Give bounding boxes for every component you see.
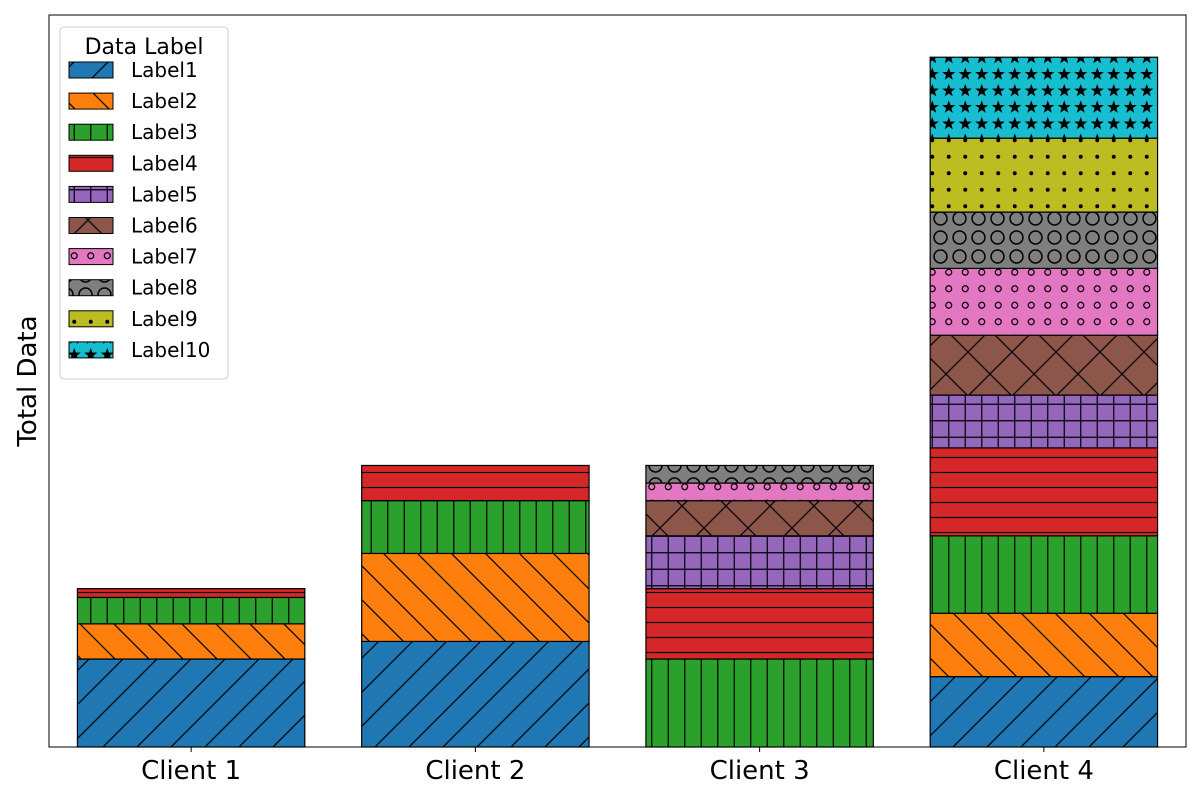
legend-label: Label7 (131, 245, 198, 269)
y-axis-label: Total Data (13, 315, 43, 447)
legend: Data Label Label1Label2Label3Label4Label… (59, 26, 229, 380)
x-tick-label: Client 4 (994, 756, 1094, 786)
bar-segment-label5-client-3 (645, 535, 874, 590)
legend-swatch-label3 (68, 123, 114, 141)
legend-swatch-label10 (68, 341, 114, 359)
x-tick-label: Client 3 (710, 756, 810, 786)
legend-label: Label8 (131, 276, 198, 300)
bar-segment-label6-client-3 (645, 500, 874, 537)
legend-swatch-label2 (68, 92, 114, 110)
bars-layer (76, 56, 1159, 748)
bar-segment-label6-client-4 (929, 334, 1159, 396)
legend-title: Data Label (85, 35, 204, 60)
bar-segment-label9-client-4 (929, 137, 1159, 213)
legend-swatch-label5 (68, 185, 114, 203)
legend-swatch-label1 (68, 61, 114, 79)
legend-label: Label9 (131, 307, 198, 331)
legend-swatch-label4 (68, 154, 114, 172)
x-tick-label: Client 1 (141, 756, 241, 786)
bar-segment-label7-client-4 (929, 267, 1159, 336)
legend-swatch-label7 (68, 248, 114, 266)
x-axis-ticks: Client 1 Client 2 Client 3 Client 4 (141, 747, 1094, 786)
legend-label: Label6 (131, 214, 198, 238)
bar-segment-label1-client-1 (76, 658, 306, 748)
x-tick-label: Client 2 (425, 756, 525, 786)
bar-segment-label7-client-3 (645, 482, 874, 502)
legend-label: Label2 (131, 89, 198, 113)
legend-label: Label4 (131, 151, 198, 175)
bar-segment-label10-client-4 (929, 56, 1159, 139)
legend-items: Label1 Label2 Label3 Label4 Label5 Label6 Labe… (68, 58, 210, 362)
bar-segment-label3-client-3 (645, 658, 874, 748)
bar-segment-label1-client-2 (361, 640, 590, 748)
legend-swatch-label8 (68, 279, 114, 297)
bar-segment-label1-client-4 (929, 676, 1159, 748)
bar-segment-label4-client-4 (929, 447, 1159, 537)
bar-segment-label4-client-3 (645, 588, 874, 660)
bar-segment-label3-client-4 (929, 535, 1159, 614)
legend-swatch-label9 (68, 310, 114, 328)
legend-label: Label5 (131, 182, 198, 206)
legend-label: Label10 (131, 338, 210, 362)
bar-segment-label3-client-1 (76, 596, 306, 625)
legend-swatch-label6 (68, 217, 114, 234)
bar-segment-label5-client-4 (929, 394, 1159, 449)
legend-label: Label1 (131, 58, 198, 82)
plot-frame (48, 14, 1187, 748)
legend-label: Label3 (131, 120, 198, 144)
bar-segment-label4-client-1 (76, 588, 306, 599)
bar-segment-label4-client-2 (361, 464, 590, 502)
bar-segment-label2-client-4 (929, 612, 1159, 678)
bar-segment-label2-client-1 (76, 623, 306, 660)
bar-segment-label2-client-2 (361, 552, 590, 643)
bar-segment-label3-client-2 (361, 500, 590, 555)
bar-segment-label8-client-4 (929, 211, 1159, 269)
bar-segment-label8-client-3 (645, 464, 874, 484)
